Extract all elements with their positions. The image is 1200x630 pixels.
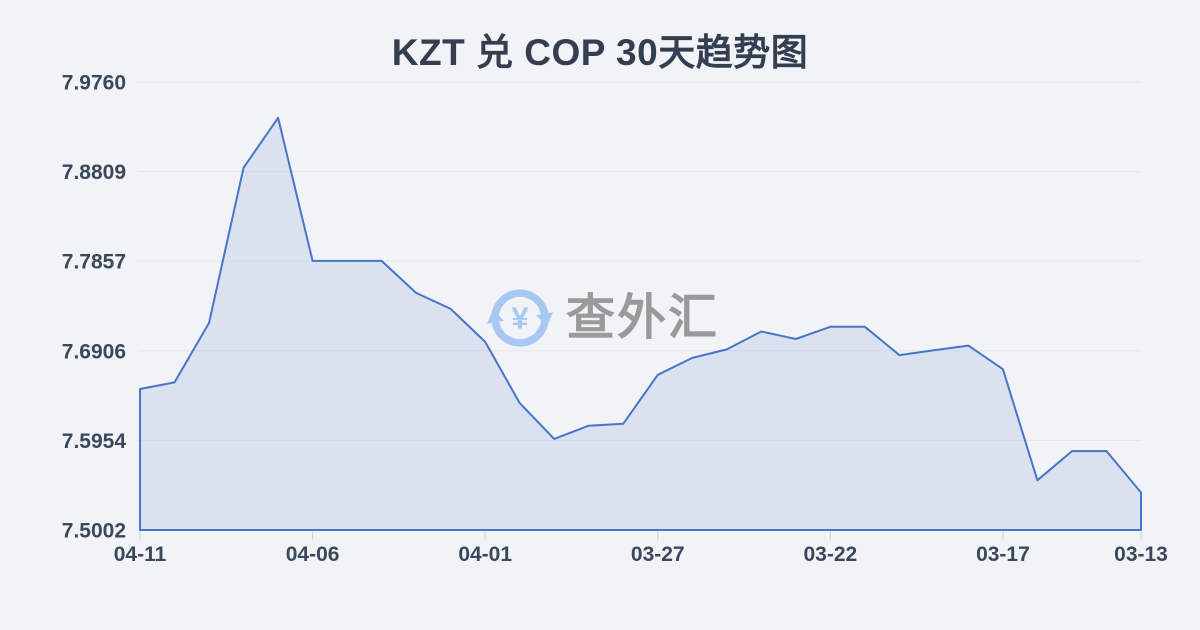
watermark: ¥ 查外汇: [486, 284, 719, 352]
x-axis-label: 04-06: [286, 543, 340, 566]
y-axis-label: 7.9760: [62, 72, 126, 95]
y-axis-label: 7.7857: [62, 251, 126, 274]
x-axis-label: 04-01: [458, 543, 512, 566]
y-axis-label: 7.5954: [62, 430, 127, 453]
y-axis-label: 7.6906: [62, 340, 126, 363]
y-axis-label: 7.8809: [62, 161, 126, 184]
currency-exchange-icon: ¥: [487, 289, 553, 347]
y-axis-label: 7.5002: [62, 520, 126, 543]
x-axis-label: 03-22: [803, 543, 857, 566]
watermark-text: 查外汇: [566, 290, 720, 345]
x-axis-label: 04-11: [114, 543, 167, 566]
yuan-symbol: ¥: [511, 301, 529, 336]
chart-title: KZT 兑 COP 30天趋势图: [391, 32, 809, 73]
x-axis-label: 03-13: [1114, 543, 1168, 566]
refresh-arrows-icon: [487, 289, 553, 347]
x-axis-label: 03-17: [976, 543, 1030, 566]
x-axis-label: 03-27: [631, 543, 685, 566]
price-area-series: [139, 116, 1142, 531]
